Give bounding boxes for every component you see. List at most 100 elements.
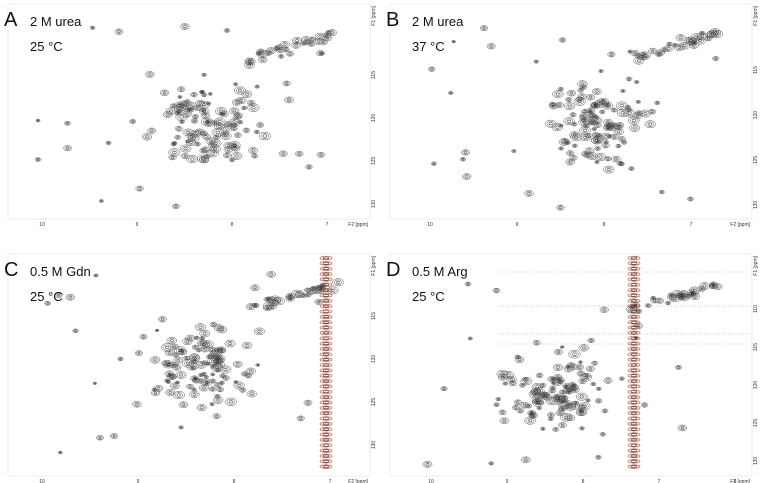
peak: [299, 417, 303, 420]
peak: [247, 63, 252, 67]
peak: [198, 340, 210, 349]
x-axis-label: F2 [ppm]: [348, 222, 368, 228]
peak: [691, 40, 698, 45]
peak: [63, 145, 73, 152]
peak: [203, 74, 206, 76]
peak: [628, 166, 635, 171]
peak: [166, 390, 174, 395]
peak: [244, 57, 256, 66]
peak: [178, 104, 186, 110]
peak: [201, 131, 207, 136]
peak: [313, 38, 324, 45]
peak: [174, 205, 178, 208]
peak: [708, 31, 717, 37]
peak: [702, 284, 707, 288]
peak: [256, 364, 259, 366]
peak: [592, 383, 595, 385]
peak: [182, 154, 189, 159]
peak: [551, 387, 555, 389]
peak: [222, 375, 230, 381]
peak: [576, 370, 585, 377]
artifact-peak: [322, 331, 330, 335]
peak: [204, 380, 210, 385]
peak: [527, 192, 531, 195]
peak: [569, 131, 580, 139]
artifact-peak: [319, 325, 333, 330]
peak: [198, 156, 208, 162]
artifact-peak: [627, 394, 641, 400]
peak: [287, 296, 294, 301]
peak: [201, 133, 211, 140]
peak: [175, 112, 188, 122]
peak: [565, 384, 569, 388]
peak: [568, 416, 572, 420]
peak: [239, 121, 242, 124]
peak: [256, 48, 266, 56]
peak: [594, 160, 600, 164]
peak: [183, 147, 188, 151]
x-tick-label: 6: [734, 479, 737, 483]
peak: [559, 147, 563, 150]
peak: [578, 114, 587, 120]
peak: [586, 107, 596, 114]
peak: [499, 417, 509, 425]
peak: [671, 290, 684, 299]
peak: [172, 352, 180, 358]
artifact-peak: [322, 256, 330, 260]
peak: [693, 41, 696, 44]
peak: [217, 120, 222, 124]
peak: [156, 387, 161, 390]
peak: [265, 298, 269, 301]
peak: [578, 344, 590, 352]
peak: [498, 371, 507, 377]
peak: [596, 455, 601, 459]
artifact-peak: [627, 362, 641, 368]
peak: [676, 365, 681, 370]
peak: [600, 70, 603, 72]
peak: [237, 120, 244, 125]
peak: [591, 136, 602, 144]
peak: [172, 363, 176, 367]
peak: [618, 376, 625, 381]
peak: [561, 38, 564, 42]
artifact-peak: [319, 362, 333, 368]
peak: [537, 373, 543, 378]
peak: [138, 187, 142, 190]
peak: [94, 274, 98, 277]
peak: [175, 371, 187, 379]
peak: [215, 136, 218, 139]
peak: [422, 461, 433, 468]
peak: [197, 154, 210, 163]
peak: [640, 402, 649, 408]
peak: [617, 122, 623, 127]
artifact-peak: [322, 406, 330, 410]
peak: [242, 107, 246, 109]
peak: [524, 416, 536, 425]
peak: [469, 337, 472, 340]
peak: [177, 104, 182, 107]
peak: [639, 109, 652, 118]
peak: [306, 401, 310, 404]
peak: [165, 379, 172, 384]
peak: [233, 132, 242, 138]
peak: [590, 120, 597, 125]
peak: [424, 462, 431, 467]
peak: [657, 53, 661, 56]
peak: [556, 378, 564, 385]
peak: [596, 399, 602, 403]
peak: [635, 337, 637, 339]
peak: [570, 351, 579, 358]
peak: [648, 108, 657, 115]
peak: [689, 291, 695, 296]
peak: [211, 373, 215, 376]
peak: [250, 284, 260, 292]
peak: [171, 104, 176, 108]
peak: [560, 390, 566, 394]
artifact-peak: [322, 390, 330, 394]
peak: [591, 360, 599, 366]
peak: [191, 131, 200, 137]
peak: [267, 302, 278, 310]
peak: [554, 428, 557, 431]
peak: [451, 40, 456, 44]
